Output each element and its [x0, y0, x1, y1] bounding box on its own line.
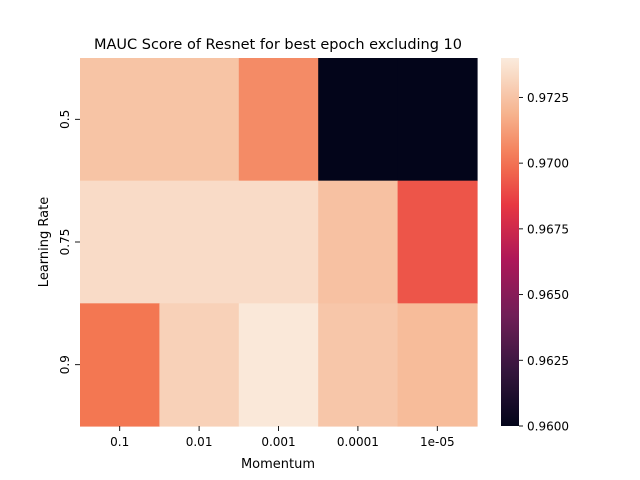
- heatmap-cell: [238, 58, 319, 182]
- colorbar-tick-label: 0.9650: [527, 288, 569, 302]
- heatmap-cell: [80, 58, 160, 182]
- heatmap-cell: [238, 303, 319, 427]
- x-axis-label: Momentum: [241, 457, 315, 472]
- colorbar-tick-label: 0.9625: [527, 354, 569, 368]
- heatmap-cell: [238, 180, 319, 304]
- colorbar-tick-label: 0.9675: [527, 222, 569, 236]
- colorbar-tick-label: 0.9600: [527, 420, 569, 434]
- heatmap-cell: [80, 303, 160, 427]
- x-tick-label: 0.0001: [337, 435, 379, 449]
- heatmap-cell: [159, 303, 240, 427]
- x-tick-label: 0.01: [186, 435, 213, 449]
- colorbar: 0.9600 0.9625 0.9650 0.9675 0.9700 0.9725: [501, 58, 569, 434]
- x-tick-label: 1e-05: [420, 435, 455, 449]
- y-axis-ticks: 0.5 0.75 0.9: [58, 110, 80, 374]
- x-axis-ticks: 0.1 0.01 0.001 0.0001 1e-05: [110, 426, 455, 449]
- chart-title: MAUC Score of Resnet for best epoch excl…: [94, 37, 462, 53]
- heatmap-cell: [318, 58, 399, 182]
- heatmap-cell: [159, 58, 240, 182]
- colorbar-tick-label: 0.9700: [527, 157, 569, 171]
- heatmap-cell: [80, 180, 160, 304]
- x-tick-label: 0.1: [110, 435, 129, 449]
- y-axis-label: Learning Rate: [37, 197, 52, 287]
- x-tick-label: 0.001: [261, 435, 295, 449]
- y-tick-label: 0.75: [58, 229, 72, 256]
- heatmap-cell: [397, 180, 478, 304]
- colorbar-gradient: [501, 58, 519, 426]
- heatmap-cell: [397, 303, 478, 427]
- colorbar-tick-label: 0.9725: [527, 91, 569, 105]
- heatmap-cell: [318, 303, 399, 427]
- y-tick-label: 0.9: [58, 355, 72, 374]
- y-tick-label: 0.5: [58, 110, 72, 129]
- heatmap-cells: [80, 58, 478, 427]
- heatmap-cell: [318, 180, 399, 304]
- heatmap-cell: [159, 180, 240, 304]
- heatmap-cell: [397, 58, 478, 182]
